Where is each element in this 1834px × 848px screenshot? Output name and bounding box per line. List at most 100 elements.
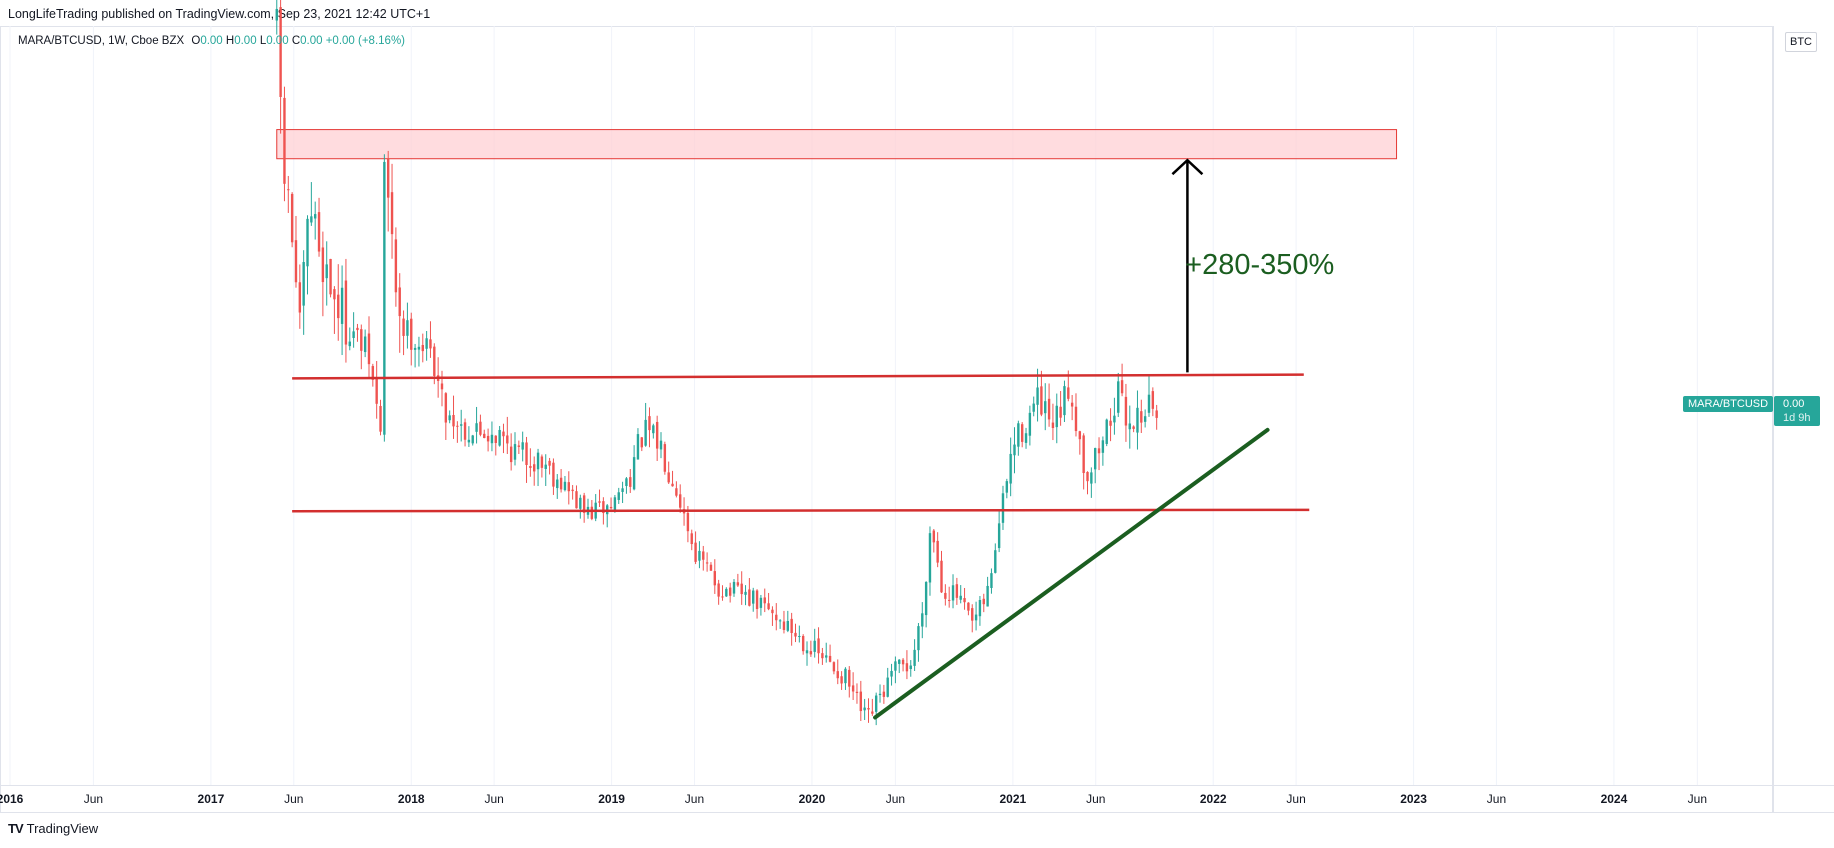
x-tick-label: Jun xyxy=(1286,792,1305,806)
candle-body xyxy=(1124,396,1128,426)
candle-body xyxy=(548,460,551,466)
candle-body xyxy=(790,618,793,634)
candle-body xyxy=(767,603,770,610)
candle-body xyxy=(709,564,713,571)
x-tick-label: 2017 xyxy=(198,792,225,806)
candle-body xyxy=(740,583,743,595)
candle-body xyxy=(582,495,586,513)
candle-body xyxy=(609,506,613,509)
candle-body xyxy=(705,562,709,564)
candle-body xyxy=(463,422,467,440)
currency-button[interactable]: BTC xyxy=(1785,32,1817,52)
candle-body xyxy=(613,497,617,511)
candle-body xyxy=(813,640,816,652)
candle-body xyxy=(840,676,843,684)
uptrend-line[interactable] xyxy=(873,427,1270,720)
candle-body xyxy=(752,590,755,604)
candle-body xyxy=(340,287,344,324)
tradingview-logo[interactable]: TV TradingView xyxy=(8,821,98,836)
candle-body xyxy=(982,598,985,605)
candle-body xyxy=(978,600,982,617)
candle-body xyxy=(1028,412,1032,436)
candle-body xyxy=(363,336,367,353)
x-tick-label: Jun xyxy=(1487,792,1506,806)
target-zone[interactable] xyxy=(276,129,1398,160)
candle-body xyxy=(529,466,532,468)
candle-body xyxy=(632,457,636,490)
candle-body xyxy=(932,530,936,543)
x-tick-label: 2022 xyxy=(1200,792,1227,806)
resistance-line[interactable] xyxy=(292,373,1304,380)
candle-body xyxy=(337,294,340,319)
support-line[interactable] xyxy=(292,508,1310,513)
candle-body xyxy=(306,218,309,267)
candle-body xyxy=(690,533,693,545)
time-axis[interactable]: 2016 Jun 2017 Jun 2018 Jun 2019 Jun 2020 Jun 2021 J… xyxy=(0,792,1707,806)
candle-body xyxy=(421,344,424,352)
drawing-layer[interactable] xyxy=(292,158,1310,720)
candle-body xyxy=(659,440,663,450)
candle-body xyxy=(525,442,528,465)
legend-low-value: 0.00 xyxy=(266,35,289,47)
x-tick-label: Jun xyxy=(886,792,905,806)
candle-body xyxy=(655,421,659,449)
candle-body xyxy=(874,695,878,712)
candle-body xyxy=(921,613,924,627)
candle-body xyxy=(944,592,947,599)
candle-body xyxy=(882,691,886,697)
candle-body xyxy=(771,609,774,614)
candle-body xyxy=(698,550,701,561)
candle-body xyxy=(898,659,901,664)
candle-body xyxy=(744,591,747,595)
candle-body xyxy=(794,632,797,637)
candle-body xyxy=(406,320,409,336)
candle-body xyxy=(333,289,336,300)
candle-body xyxy=(1067,387,1070,399)
candle-body xyxy=(1147,394,1151,413)
candle-body xyxy=(602,501,605,514)
candle-body xyxy=(617,492,620,500)
candle-body xyxy=(433,346,436,376)
candle-body xyxy=(417,346,421,350)
symbol-price-tag: MARA/BTCUSD xyxy=(1683,396,1774,412)
x-tick-label: Jun xyxy=(1688,792,1707,806)
target-zone-rect[interactable] xyxy=(276,129,1398,160)
candle-body xyxy=(825,655,828,658)
legend-symbol: MARA/BTCUSD, 1W, Cboe BZX xyxy=(18,35,185,47)
tradingview-logo-icon: TV xyxy=(8,821,24,836)
candle-body xyxy=(360,329,363,351)
candle-body xyxy=(851,685,855,692)
candle-body xyxy=(310,216,313,223)
candle-body xyxy=(452,414,455,427)
candle-body xyxy=(855,691,859,693)
candle-body xyxy=(302,262,305,306)
x-tick-label: 2016 xyxy=(0,792,24,806)
legend-high-value: 0.00 xyxy=(234,35,257,47)
last-price-tag: 0.00 1d 9h xyxy=(1774,396,1820,426)
candle-body xyxy=(636,434,640,460)
candle-body xyxy=(317,212,321,252)
candle-body xyxy=(652,425,655,434)
percent-gain-annotation[interactable]: +280-350% xyxy=(1185,249,1335,282)
candle-body xyxy=(686,512,690,532)
candle-body xyxy=(329,258,332,295)
candle-body xyxy=(736,582,740,586)
candle-body xyxy=(1070,402,1074,407)
candle-body xyxy=(848,669,851,687)
candle-body xyxy=(1040,386,1043,415)
candle-body xyxy=(748,589,751,606)
candle-body xyxy=(817,638,820,654)
x-tick-label: 2024 xyxy=(1601,792,1628,806)
candle-body xyxy=(1105,419,1108,444)
candle-body xyxy=(913,649,916,666)
candle-body xyxy=(801,635,805,652)
x-tick-label: Jun xyxy=(685,792,704,806)
candle-body xyxy=(990,573,993,588)
candle-body xyxy=(552,462,555,487)
candle-body xyxy=(460,424,463,426)
chart-legend: MARA/BTCUSD, 1W, Cboe BZX O0.00 H0.00 L0… xyxy=(18,35,405,47)
candle-body xyxy=(1005,481,1009,493)
candle-body xyxy=(567,482,570,492)
candle-body xyxy=(425,338,428,349)
